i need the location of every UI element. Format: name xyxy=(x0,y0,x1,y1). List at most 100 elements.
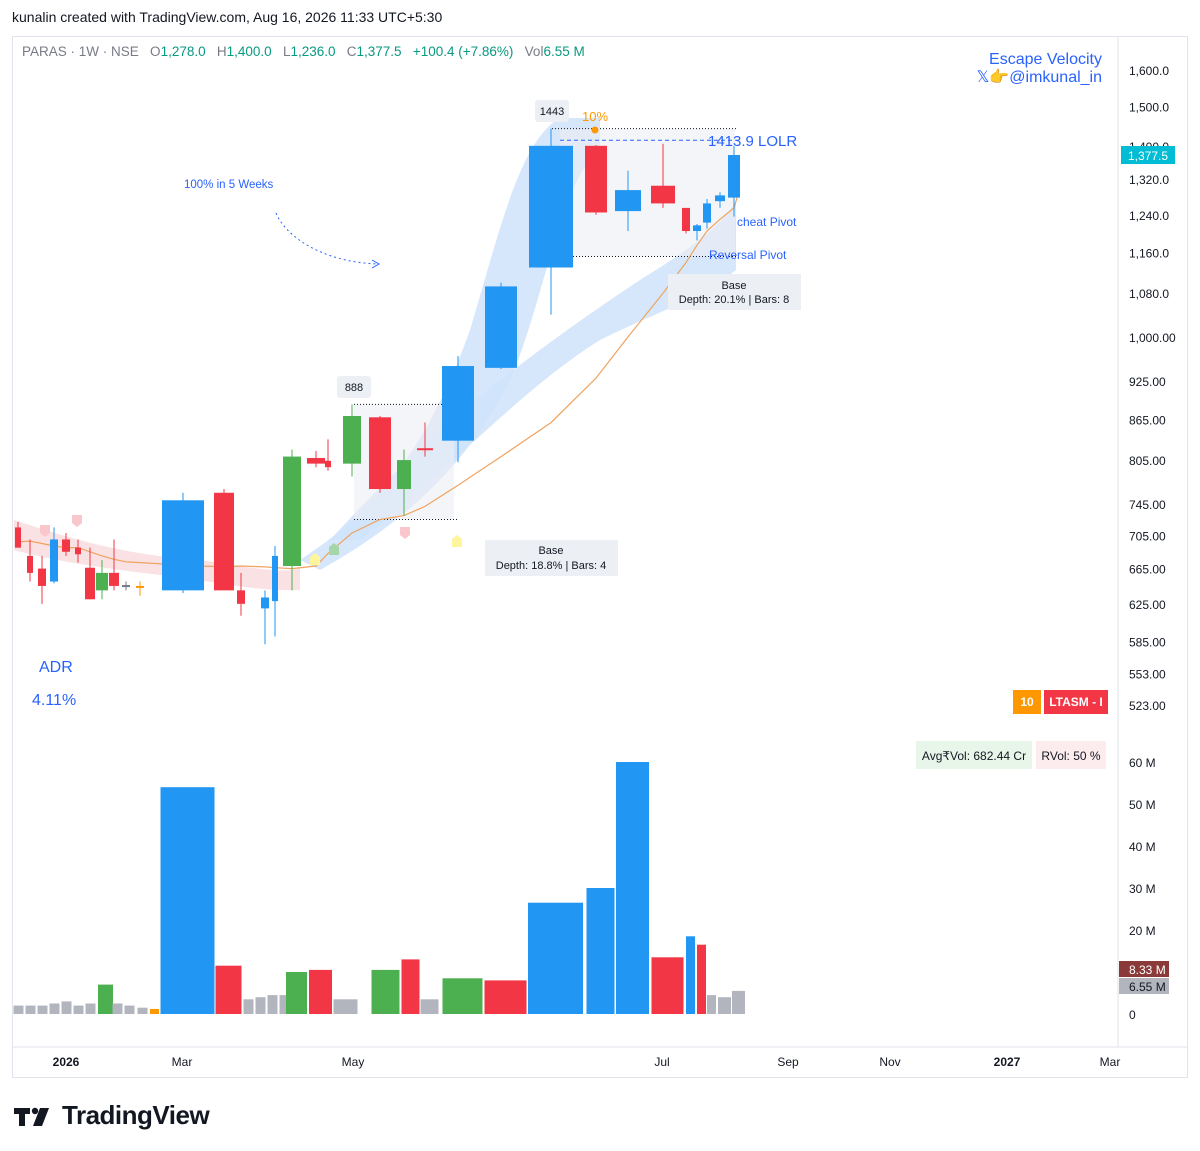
candle-body xyxy=(85,567,95,600)
candle-body xyxy=(109,572,119,586)
pct-above-label: 10% xyxy=(582,109,608,124)
rvol-bg xyxy=(1036,741,1106,769)
volume-bar xyxy=(697,944,706,1014)
candle-body xyxy=(272,555,278,602)
time-tick-label: May xyxy=(342,1055,365,1069)
price-tick-label: 1,320.0 xyxy=(1129,173,1169,187)
volume-bar xyxy=(73,1005,84,1014)
lolr-label: 1413.9 LOLR xyxy=(708,133,797,150)
volume-bar xyxy=(25,1005,36,1014)
candle-body xyxy=(703,203,711,223)
close-label: C xyxy=(346,44,357,59)
low-label: L xyxy=(282,44,291,59)
base2-high-label: 1443 xyxy=(540,106,564,118)
volume-bar xyxy=(160,787,215,1014)
volume-bar xyxy=(686,936,695,1014)
base1-info-bg xyxy=(485,540,618,576)
price-tick-label: 1,500.0 xyxy=(1129,101,1169,115)
candle-body xyxy=(214,492,234,591)
candle-body xyxy=(682,207,690,232)
brand-title: Escape Velocity xyxy=(989,51,1102,68)
volume-bar xyxy=(13,1005,24,1014)
candle-body xyxy=(62,539,70,552)
tradingview-logo-icon xyxy=(14,1107,49,1126)
volume-bar xyxy=(37,1005,48,1014)
tradingview-wordmark: TradingView xyxy=(62,1100,210,1130)
volume-bar xyxy=(150,1008,159,1014)
candle-body xyxy=(369,417,391,490)
sell-marker xyxy=(40,525,50,537)
candle-body xyxy=(136,585,144,588)
volume-tick-label: 0 xyxy=(1129,1008,1136,1022)
volume-bar xyxy=(651,957,684,1014)
volume-bar xyxy=(137,1007,148,1014)
volume-bar xyxy=(420,999,439,1014)
volume-bar xyxy=(442,978,483,1014)
candle-body xyxy=(615,190,641,212)
pct-dot xyxy=(591,126,599,134)
high-value: 1,400.0 xyxy=(226,44,272,59)
candle-body xyxy=(38,568,46,586)
ltasm-badge-bg xyxy=(1044,690,1108,714)
price-tick-label: 1,000.00 xyxy=(1129,331,1176,345)
volume-tick-label: 50 M xyxy=(1129,798,1156,812)
volume-bar xyxy=(112,1003,123,1014)
avg-vol-bg xyxy=(916,741,1032,769)
avg-vol-stat: Avg₹Vol: 682.44 Cr xyxy=(922,749,1026,763)
volume-bar xyxy=(124,1005,135,1014)
close-value: 1,377.5 xyxy=(356,44,402,59)
price-tick-label: 523.00 xyxy=(1129,699,1166,713)
price-tick-label: 925.00 xyxy=(1129,375,1166,389)
candle-body xyxy=(50,539,58,582)
candle-body xyxy=(27,555,33,573)
base1-detail: Depth: 18.8% | Bars: 4 xyxy=(496,560,606,572)
candle-body xyxy=(307,457,325,464)
base2-title: Base xyxy=(721,280,746,292)
volume-bar xyxy=(586,888,615,1014)
base1-title: Base xyxy=(538,545,563,557)
open-value: 1,278.0 xyxy=(160,44,206,59)
low-value: 1,236.0 xyxy=(290,44,336,59)
candle-body xyxy=(728,155,740,198)
candle-body xyxy=(417,448,433,451)
volume-bar xyxy=(528,902,583,1014)
volume-value: 6.55 M xyxy=(543,44,585,59)
chart-frame xyxy=(12,36,1188,1078)
candle-body xyxy=(15,527,21,548)
adr-label: ADR xyxy=(39,659,73,676)
time-tick-label: Mar xyxy=(172,1055,193,1069)
volume-bar xyxy=(718,997,731,1014)
volume-bar xyxy=(484,980,527,1014)
volume-tick-label: 40 M xyxy=(1129,840,1156,854)
volume-bar xyxy=(371,969,400,1014)
sell-marker xyxy=(72,515,82,527)
vol-tag-2-bg xyxy=(1119,978,1169,994)
vol-tag-1-bg xyxy=(1119,961,1169,977)
volume-bar xyxy=(255,997,266,1014)
volume-label: Vol xyxy=(524,44,544,59)
price-tick-label: 865.00 xyxy=(1129,413,1166,427)
candle-body xyxy=(237,590,245,604)
symbol-label[interactable]: PARAS · 1W · NSE xyxy=(22,44,139,59)
base2-high-label-bg xyxy=(535,100,569,122)
candle-body xyxy=(715,195,725,202)
tradingview-logo[interactable]: TradingView xyxy=(14,1100,210,1131)
candle-body xyxy=(442,366,474,441)
price-tick-label: 805.00 xyxy=(1129,454,1166,468)
base2-info-bg xyxy=(668,274,801,310)
buy-marker xyxy=(310,553,320,565)
candle-body xyxy=(585,145,607,213)
candle-body xyxy=(529,145,573,268)
volume-bar xyxy=(401,959,420,1014)
momentum-band xyxy=(300,118,600,570)
price-tick-label: 553.00 xyxy=(1129,667,1166,681)
price-tick-label: 1,160.0 xyxy=(1129,247,1169,261)
candle-body xyxy=(261,597,269,609)
volume-bar xyxy=(267,995,278,1014)
ema-line xyxy=(17,179,739,570)
buy-marker xyxy=(452,535,462,547)
volume-bar xyxy=(98,984,113,1014)
candle-body xyxy=(325,460,331,468)
price-tick-label: 665.00 xyxy=(1129,563,1166,577)
